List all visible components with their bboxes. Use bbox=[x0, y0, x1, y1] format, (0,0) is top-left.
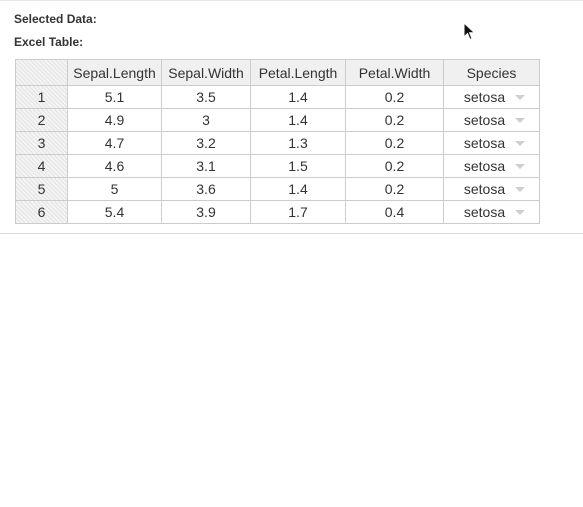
excel-table-label: Excel Table: bbox=[14, 35, 84, 49]
cell-species-dropdown[interactable]: setosa bbox=[443, 85, 540, 109]
column-header-sepal-length[interactable]: Sepal.Length bbox=[67, 59, 162, 86]
cell-species-dropdown[interactable]: setosa bbox=[443, 200, 540, 224]
species-value: setosa bbox=[463, 158, 506, 174]
cell-sepal-width[interactable]: 3 bbox=[161, 108, 251, 132]
species-value: setosa bbox=[463, 181, 506, 197]
cell-petal-width[interactable]: 0.2 bbox=[345, 108, 444, 132]
species-value: setosa bbox=[463, 89, 506, 105]
row-header[interactable]: 6 bbox=[15, 200, 68, 224]
cell-sepal-width[interactable]: 3.6 bbox=[161, 177, 251, 201]
selected-data-label: Selected Data: bbox=[14, 12, 97, 26]
cell-species-dropdown[interactable]: setosa bbox=[443, 154, 540, 178]
cell-sepal-length[interactable]: 4.7 bbox=[67, 131, 162, 155]
cell-sepal-width[interactable]: 3.1 bbox=[161, 154, 251, 178]
cell-sepal-length[interactable]: 5.4 bbox=[67, 200, 162, 224]
chevron-down-icon[interactable] bbox=[515, 210, 525, 215]
cell-sepal-length[interactable]: 4.6 bbox=[67, 154, 162, 178]
table-row: 6 5.4 3.9 1.7 0.4 setosa bbox=[15, 200, 540, 224]
cell-sepal-width[interactable]: 3.2 bbox=[161, 131, 251, 155]
table-row: 1 5.1 3.5 1.4 0.2 setosa bbox=[15, 85, 540, 109]
column-header-petal-width[interactable]: Petal.Width bbox=[345, 59, 444, 86]
chevron-down-icon[interactable] bbox=[515, 187, 525, 192]
excel-table: Sepal.Length Sepal.Width Petal.Length Pe… bbox=[15, 59, 540, 224]
species-value: setosa bbox=[463, 135, 506, 151]
species-value: setosa bbox=[463, 204, 506, 220]
cell-petal-length[interactable]: 1.4 bbox=[250, 85, 346, 109]
cell-species-dropdown[interactable]: setosa bbox=[443, 131, 540, 155]
cell-petal-length[interactable]: 1.7 bbox=[250, 200, 346, 224]
corner-cell[interactable] bbox=[15, 59, 68, 86]
chevron-down-icon[interactable] bbox=[515, 118, 525, 123]
row-header[interactable]: 1 bbox=[15, 85, 68, 109]
cell-sepal-length[interactable]: 4.9 bbox=[67, 108, 162, 132]
cell-sepal-length[interactable]: 5.1 bbox=[67, 85, 162, 109]
excel-table-container: Sepal.Length Sepal.Width Petal.Length Pe… bbox=[0, 58, 583, 234]
species-value: setosa bbox=[463, 112, 506, 128]
cell-petal-width[interactable]: 0.4 bbox=[345, 200, 444, 224]
cell-sepal-length[interactable]: 5 bbox=[67, 177, 162, 201]
row-header[interactable]: 4 bbox=[15, 154, 68, 178]
column-header-species[interactable]: Species bbox=[443, 59, 540, 86]
top-divider bbox=[0, 0, 583, 1]
cell-petal-width[interactable]: 0.2 bbox=[345, 154, 444, 178]
cell-species-dropdown[interactable]: setosa bbox=[443, 108, 540, 132]
column-header-sepal-width[interactable]: Sepal.Width bbox=[161, 59, 251, 86]
row-header[interactable]: 3 bbox=[15, 131, 68, 155]
cell-petal-width[interactable]: 0.2 bbox=[345, 177, 444, 201]
chevron-down-icon[interactable] bbox=[515, 95, 525, 100]
cell-petal-length[interactable]: 1.5 bbox=[250, 154, 346, 178]
chevron-down-icon[interactable] bbox=[515, 141, 525, 146]
row-header[interactable]: 2 bbox=[15, 108, 68, 132]
row-header[interactable]: 5 bbox=[15, 177, 68, 201]
table-row: 3 4.7 3.2 1.3 0.2 setosa bbox=[15, 131, 540, 155]
cell-petal-length[interactable]: 1.3 bbox=[250, 131, 346, 155]
cell-petal-width[interactable]: 0.2 bbox=[345, 85, 444, 109]
cell-petal-length[interactable]: 1.4 bbox=[250, 177, 346, 201]
cell-species-dropdown[interactable]: setosa bbox=[443, 177, 540, 201]
cell-sepal-width[interactable]: 3.9 bbox=[161, 200, 251, 224]
column-header-petal-length[interactable]: Petal.Length bbox=[250, 59, 346, 86]
mouse-pointer-icon bbox=[463, 22, 476, 41]
chevron-down-icon[interactable] bbox=[515, 164, 525, 169]
table-row: 2 4.9 3 1.4 0.2 setosa bbox=[15, 108, 540, 132]
table-header-row: Sepal.Length Sepal.Width Petal.Length Pe… bbox=[15, 59, 540, 86]
cell-sepal-width[interactable]: 3.5 bbox=[161, 85, 251, 109]
cell-petal-length[interactable]: 1.4 bbox=[250, 108, 346, 132]
cell-petal-width[interactable]: 0.2 bbox=[345, 131, 444, 155]
table-row: 5 5 3.6 1.4 0.2 setosa bbox=[15, 177, 540, 201]
table-row: 4 4.6 3.1 1.5 0.2 setosa bbox=[15, 154, 540, 178]
